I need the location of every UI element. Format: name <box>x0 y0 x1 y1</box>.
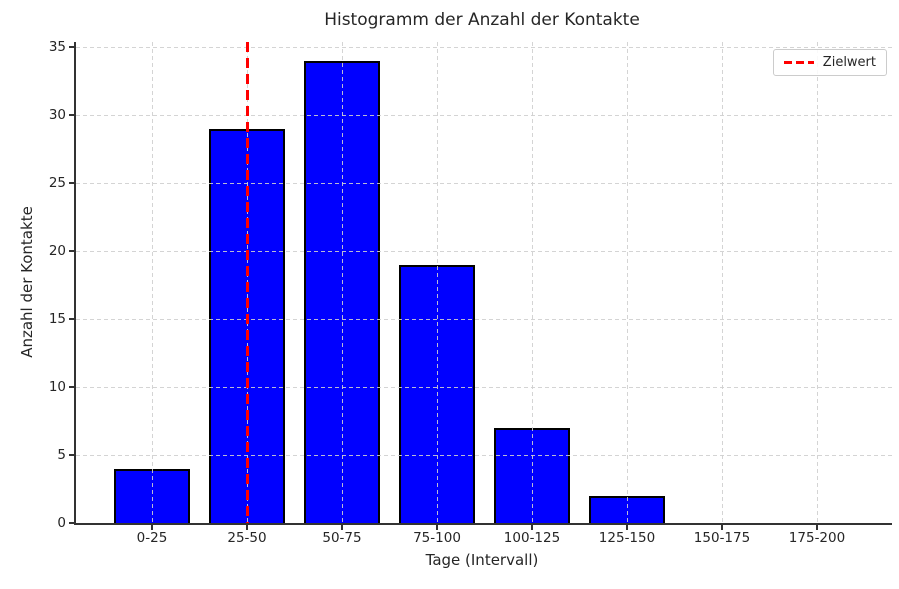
y-tick-mark <box>69 386 74 389</box>
x-tick-mark <box>436 525 438 530</box>
y-tick-label: 10 <box>48 379 66 396</box>
x-tick-label: 50-75 <box>322 530 362 546</box>
y-tick-label: 30 <box>48 107 66 124</box>
y-tick-mark <box>69 522 74 524</box>
gridline-horizontal <box>76 47 892 49</box>
bar-125-150 <box>589 496 665 523</box>
legend-label: Zielwert <box>822 55 876 70</box>
x-tick-label: 100-125 <box>503 530 561 546</box>
y-tick-mark <box>69 114 74 117</box>
gridline-horizontal <box>76 251 892 253</box>
y-tick-mark <box>69 318 74 321</box>
y-tick-mark <box>69 182 74 185</box>
y-tick-mark <box>69 250 74 253</box>
gridline-vertical <box>817 42 818 523</box>
chart-title: Histogramm der Anzahl der Kontakte <box>324 10 640 30</box>
x-axis-label: Tage (Intervall) <box>425 551 539 569</box>
target-line <box>246 42 249 523</box>
gridline-horizontal <box>76 319 892 321</box>
x-tick-mark <box>246 525 248 530</box>
gridline-horizontal <box>76 455 892 457</box>
y-tick-label: 5 <box>57 447 66 464</box>
bar-50-75 <box>304 61 380 523</box>
y-tick-label: 35 <box>48 39 66 56</box>
gridline-vertical <box>152 42 153 523</box>
x-tick-label: 25-50 <box>227 530 267 546</box>
x-tick-label: 175-200 <box>788 530 846 546</box>
y-tick-mark <box>69 454 74 457</box>
x-tick-mark <box>626 525 628 530</box>
bar-100-125 <box>494 428 570 523</box>
y-axis-label: Anzahl der Kontakte <box>18 206 36 358</box>
bar-75-100 <box>399 265 475 523</box>
y-tick-label: 15 <box>48 311 66 328</box>
y-tick-label: 25 <box>48 175 66 192</box>
x-tick-label: 150-175 <box>693 530 751 546</box>
x-tick-mark <box>341 525 343 530</box>
x-tick-label: 75-100 <box>413 530 461 546</box>
x-tick-mark <box>151 525 153 530</box>
gridline-horizontal <box>76 387 892 389</box>
legend: Zielwert <box>772 49 887 76</box>
y-tick-label: 20 <box>48 243 66 260</box>
x-tick-label: 0-25 <box>136 530 168 546</box>
y-tick-label: 0 <box>57 515 66 531</box>
x-tick-mark <box>721 525 723 530</box>
y-tick-mark <box>69 46 74 49</box>
gridline-vertical <box>627 42 628 523</box>
x-tick-mark <box>531 525 533 530</box>
gridline-vertical <box>722 42 723 523</box>
plot-area: 0 5 10 15 20 25 30 35 0-25 25-50 50-75 75-100 100-12… <box>49 39 892 546</box>
legend-dashed-line-icon <box>783 61 814 64</box>
gridline-horizontal <box>76 183 892 185</box>
x-tick-mark <box>816 525 818 530</box>
x-tick-label: 125-150 <box>598 530 656 546</box>
gridline-horizontal <box>76 115 892 117</box>
bar-0-25 <box>114 469 190 523</box>
